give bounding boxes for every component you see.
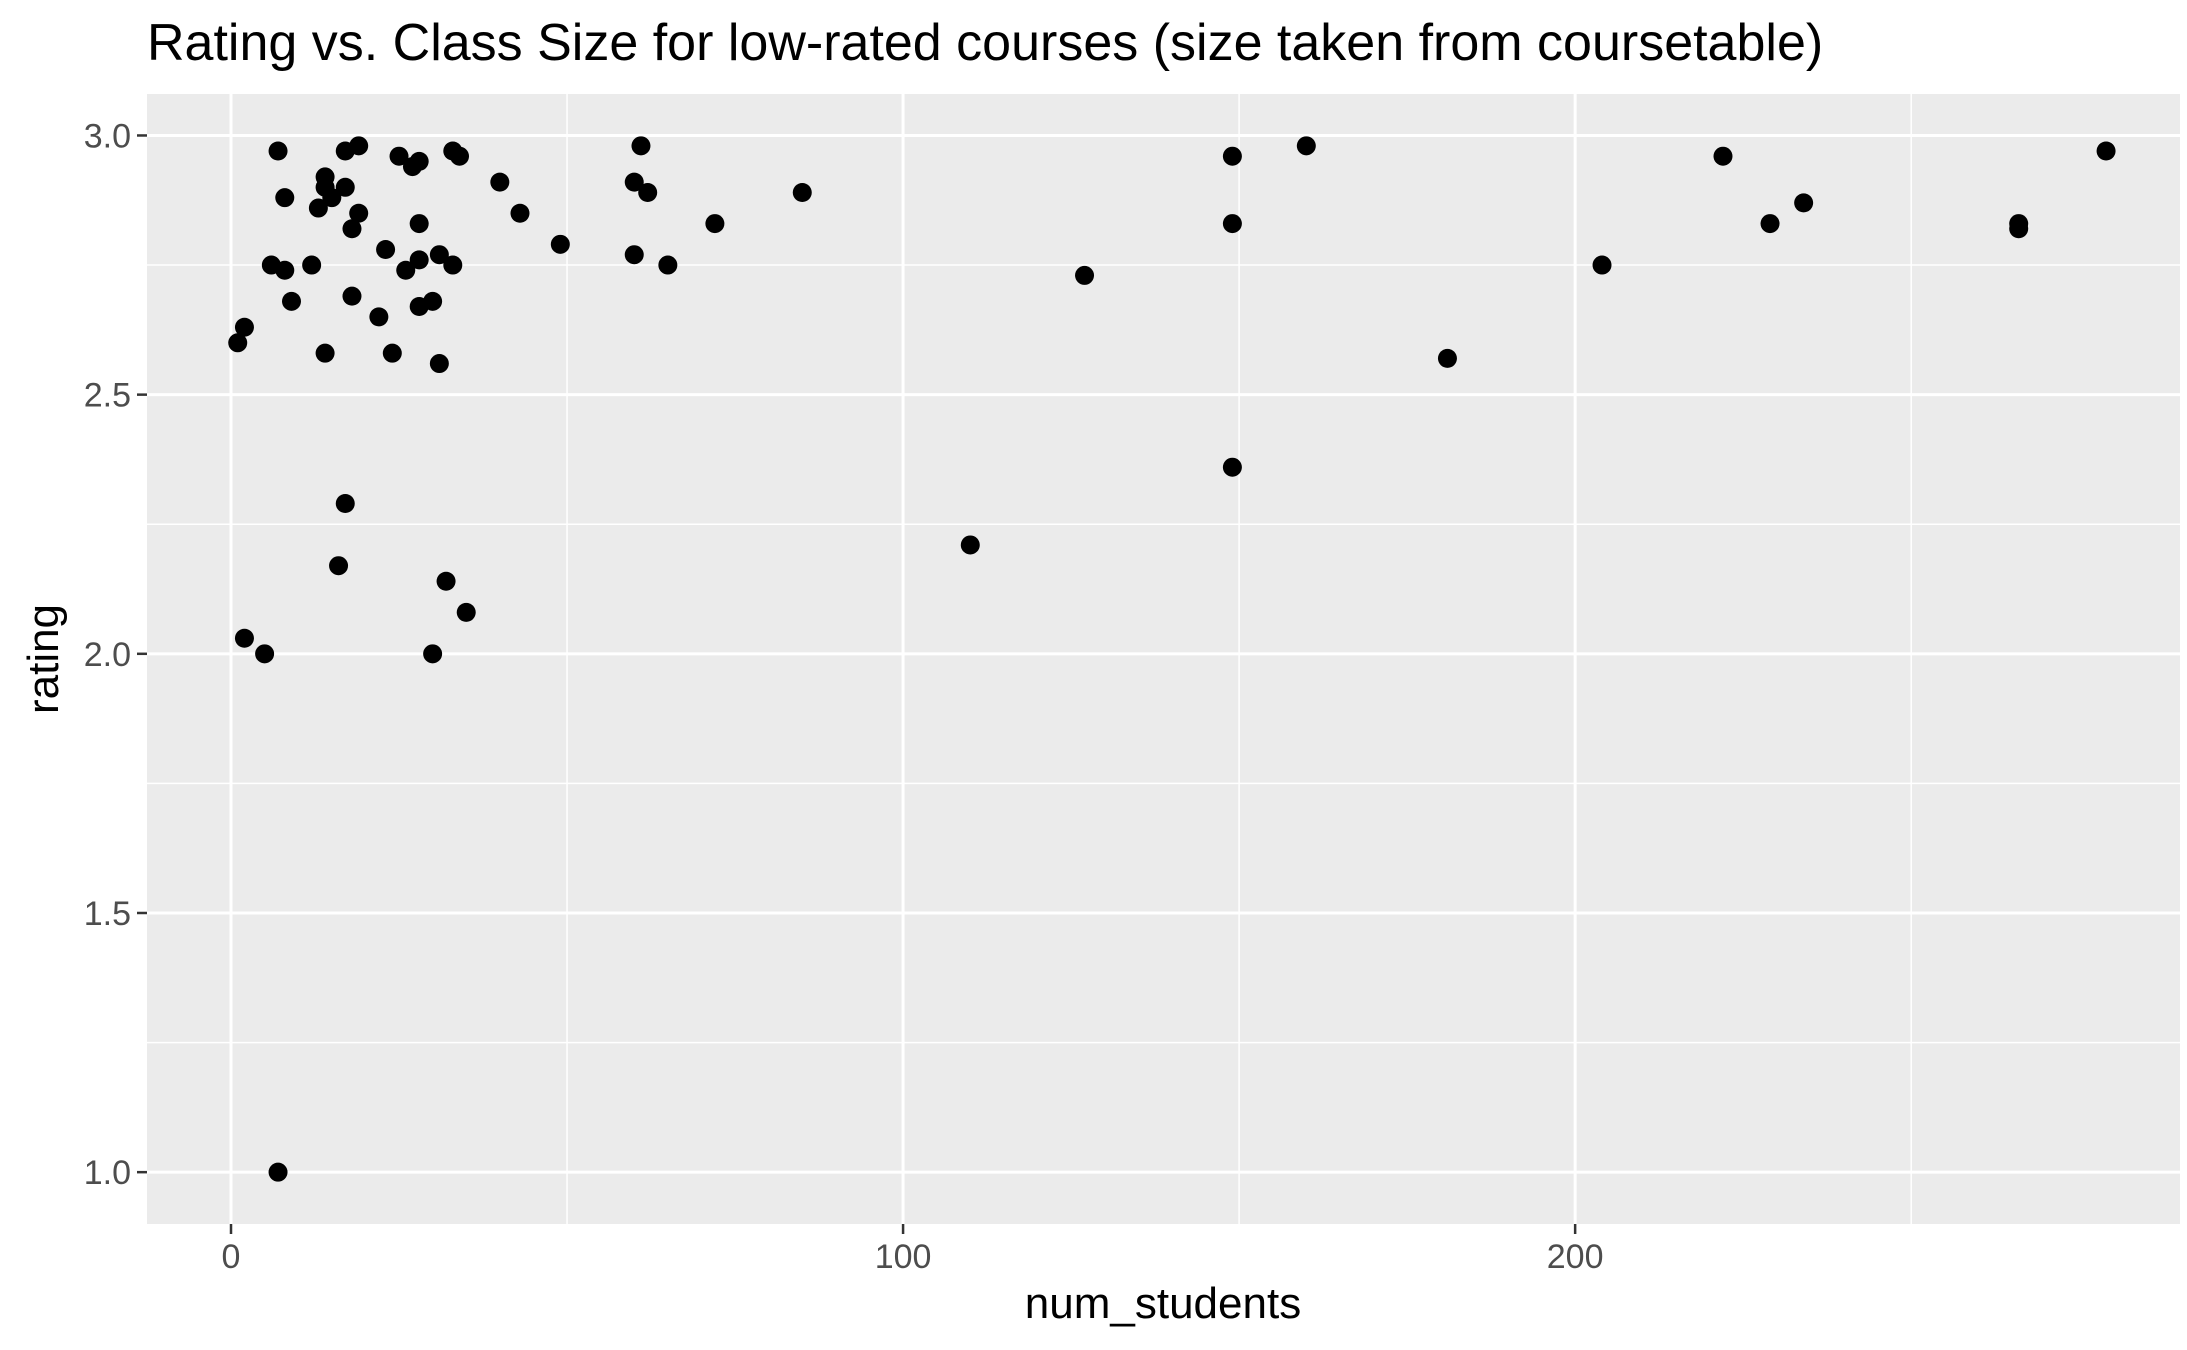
data-points [228,136,2116,1182]
data-point [281,291,301,311]
data-point [389,146,409,166]
data-point [409,250,429,270]
data-point [658,255,678,275]
y-tick-label: 3.0 [84,117,131,155]
data-point [342,219,362,239]
axis-ticks: 0 100 200 1.0 1.5 2.0 2.5 3.0 [84,117,1604,1276]
x-axis-title: num_students [1025,1279,1301,1328]
chart-title: Rating vs. Class Size for low-rated cour… [147,14,1823,72]
data-point [369,307,389,327]
data-point [1075,265,1095,285]
data-point [429,354,449,374]
y-axis-title: rating [19,604,68,714]
data-point [234,317,254,337]
data-point [792,182,812,202]
data-point [1437,348,1457,368]
data-point [255,644,275,664]
x-tick-label: 100 [875,1238,932,1276]
data-point [322,188,342,208]
data-point [335,177,355,197]
data-point [349,136,369,156]
y-tick-label: 2.0 [84,636,131,674]
data-point [638,182,658,202]
data-point [1713,146,1733,166]
data-point [268,141,288,161]
data-point [423,644,443,664]
data-point [315,343,335,363]
y-tick-label: 1.5 [84,895,131,933]
data-point [409,214,429,234]
data-point [2096,141,2116,161]
data-point [1296,136,1316,156]
data-point [631,136,651,156]
data-point [1222,214,1242,234]
data-point [234,628,254,648]
data-point [510,203,530,223]
data-point [490,172,510,192]
data-point [268,1162,288,1182]
data-point [1592,255,1612,275]
data-point [308,198,328,218]
data-point [382,343,402,363]
grid-lines [147,94,2180,1224]
data-point [436,571,456,591]
data-point [429,245,449,265]
data-point [409,151,429,171]
data-point [705,214,725,234]
y-tick-label: 2.5 [84,377,131,415]
data-point [550,234,570,254]
data-point [450,146,470,166]
data-point [302,255,322,275]
y-tick-label: 1.0 [84,1154,131,1192]
data-point [624,245,644,265]
data-point [1222,457,1242,477]
data-point [2009,219,2029,239]
data-point [275,188,295,208]
data-point [275,260,295,280]
data-point [228,333,248,353]
data-point [443,255,463,275]
data-point [376,240,396,260]
data-point [396,260,416,280]
data-point [960,535,980,555]
data-point [335,493,355,513]
data-point [1794,193,1814,213]
data-point [1760,214,1780,234]
data-point [423,291,443,311]
data-point [624,172,644,192]
x-tick-label: 0 [222,1238,241,1276]
x-tick-label: 200 [1547,1238,1604,1276]
data-point [456,602,476,622]
data-point [349,203,369,223]
data-point [342,286,362,306]
plot-panel [147,94,2180,1224]
data-point [329,556,349,576]
data-point [1222,146,1242,166]
